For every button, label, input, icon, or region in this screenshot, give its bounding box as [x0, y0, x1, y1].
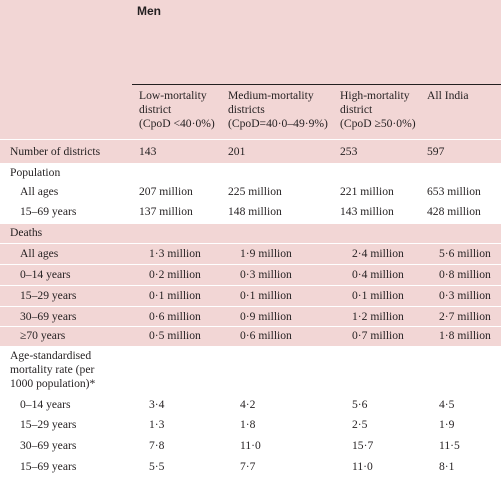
section-row-population: Population: [0, 163, 501, 183]
table-cell: 653 million: [427, 185, 481, 198]
table-row: 15–69 years 137 million 148 million 143 …: [0, 202, 501, 223]
table-cell: 11·5: [439, 439, 460, 452]
row-label: 15–69 years: [20, 460, 77, 473]
section-row-deaths: Deaths: [0, 223, 501, 243]
row-label: 0–14 years: [20, 398, 71, 411]
row-label: 15–29 years: [20, 418, 77, 431]
row-label: All ages: [20, 185, 59, 198]
column-header-line: Medium-mortality: [228, 89, 314, 102]
table-cell: 7·8: [149, 439, 165, 452]
table-cell: 1·3 million: [149, 247, 201, 260]
table-cell: 0·9 million: [240, 310, 292, 323]
table-row: 15–29 years 1·3 1·8 2·5 1·9: [0, 414, 501, 435]
table-row: 15–69 years 5·5 7·7 11·0 8·1: [0, 456, 501, 480]
group-heading: Men: [137, 4, 161, 18]
table-cell: 148 million: [228, 205, 282, 218]
column-header-all-india: All India: [427, 89, 469, 103]
table-cell: 1·8: [240, 418, 256, 431]
table-row: 30–69 years 7·8 11·0 15·7 11·5: [0, 435, 501, 456]
table-cell: 15·7: [352, 439, 374, 452]
table-row: 0–14 years 0·2 million 0·3 million 0·4 m…: [0, 264, 501, 285]
table-cell: 597: [427, 145, 445, 158]
table-cell: 0·3 million: [439, 289, 491, 302]
table-cell: 0·8 million: [439, 268, 491, 281]
section-label-line: Age-standardised: [10, 349, 92, 362]
row-label: 15–69 years: [20, 205, 77, 218]
column-header-medium: Medium-mortality districts (CpoD=40·0–49…: [228, 89, 328, 131]
table-row: ≥70 years 0·5 million 0·6 million 0·7 mi…: [0, 326, 501, 346]
column-header-line: High-mortality: [340, 89, 410, 102]
table-cell: 11·0: [352, 460, 373, 473]
column-header-line: (CpoD=40·0–49·9%): [228, 117, 328, 130]
row-label: 15–29 years: [20, 289, 77, 302]
column-header-line: All India: [427, 89, 469, 102]
table-cell: 11·0: [240, 439, 261, 452]
table-cell: 1·9: [439, 418, 455, 431]
table-cell: 8·1: [439, 460, 455, 473]
column-header-high: High-mortality district (CpoD ≥50·0%): [340, 89, 416, 131]
table-row: All ages 207 million 225 million 221 mil…: [0, 183, 501, 202]
table-cell: 4·2: [240, 398, 256, 411]
table-cell: 225 million: [228, 185, 282, 198]
column-header-line: Low-mortality: [139, 89, 207, 102]
table-cell: 2·7 million: [439, 310, 491, 323]
column-header-low: Low-mortality district (CpoD <40·0%): [139, 89, 215, 131]
table-cell: 143: [139, 145, 157, 158]
table-cell: 0·2 million: [149, 268, 201, 281]
table-cell: 0·6 million: [240, 329, 292, 342]
section-label-line: mortality rate (per: [10, 363, 95, 376]
column-header-line: (CpoD ≥50·0%): [340, 117, 416, 130]
table-cell: 0·1 million: [240, 289, 292, 302]
table-cell: 0·3 million: [240, 268, 292, 281]
header-rule: [132, 84, 501, 85]
table-cell: 4·5: [439, 398, 455, 411]
table-cell: 1·8 million: [439, 329, 491, 342]
row-label: 30–69 years: [20, 310, 77, 323]
table-cell: 201: [228, 145, 246, 158]
table-row: 30–69 years 0·6 million 0·9 million 1·2 …: [0, 306, 501, 326]
table-cell: 428 million: [427, 205, 481, 218]
table-cell: 1·3: [149, 418, 165, 431]
section-row-asmr: Age-standardised mortality rate (per 100…: [0, 346, 501, 393]
column-header-line: district: [139, 103, 172, 116]
row-label: All ages: [20, 247, 59, 260]
table-cell: 0·4 million: [352, 268, 404, 281]
table-cell: 0·5 million: [149, 329, 201, 342]
row-label: ≥70 years: [20, 329, 66, 342]
section-label: Population: [10, 166, 61, 179]
table-row: 0–14 years 3·4 4·2 5·6 4·5: [0, 393, 501, 414]
row-label: Number of districts: [10, 145, 101, 158]
column-header-line: (CpoD <40·0%): [139, 117, 215, 130]
table-cell: 207 million: [139, 185, 193, 198]
table-row-districts: Number of districts 143 201 253 597: [0, 139, 501, 163]
row-label: 30–69 years: [20, 439, 77, 452]
table-cell: 5·6 million: [439, 247, 491, 260]
section-label: Age-standardised mortality rate (per 100…: [10, 349, 135, 391]
table-cell: 2·4 million: [352, 247, 404, 260]
section-label-line: 1000 population)*: [10, 377, 96, 390]
table-cell: 3·4: [149, 398, 165, 411]
column-header-line: districts: [228, 103, 265, 116]
table-cell: 5·6: [352, 398, 368, 411]
column-header-line: district: [340, 103, 373, 116]
table-cell: 0·6 million: [149, 310, 201, 323]
table-cell: 2·5: [352, 418, 368, 431]
table-header: Men Low-mortality district (CpoD <40·0%)…: [0, 0, 501, 139]
table-cell: 137 million: [139, 205, 193, 218]
table-cell: 1·2 million: [352, 310, 404, 323]
table-cell: 0·1 million: [149, 289, 201, 302]
table-row: 15–29 years 0·1 million 0·1 million 0·1 …: [0, 285, 501, 306]
table-cell: 221 million: [340, 185, 394, 198]
table-cell: 1·9 million: [240, 247, 292, 260]
table-cell: 7·7: [240, 460, 256, 473]
table-cell: 143 million: [340, 205, 394, 218]
table-cell: 0·7 million: [352, 329, 404, 342]
table-cell: 253: [340, 145, 358, 158]
row-label: 0–14 years: [20, 268, 71, 281]
table-cell: 5·5: [149, 460, 165, 473]
section-label: Deaths: [10, 226, 43, 239]
table-row: All ages 1·3 million 1·9 million 2·4 mil…: [0, 243, 501, 264]
table-cell: 0·1 million: [352, 289, 404, 302]
